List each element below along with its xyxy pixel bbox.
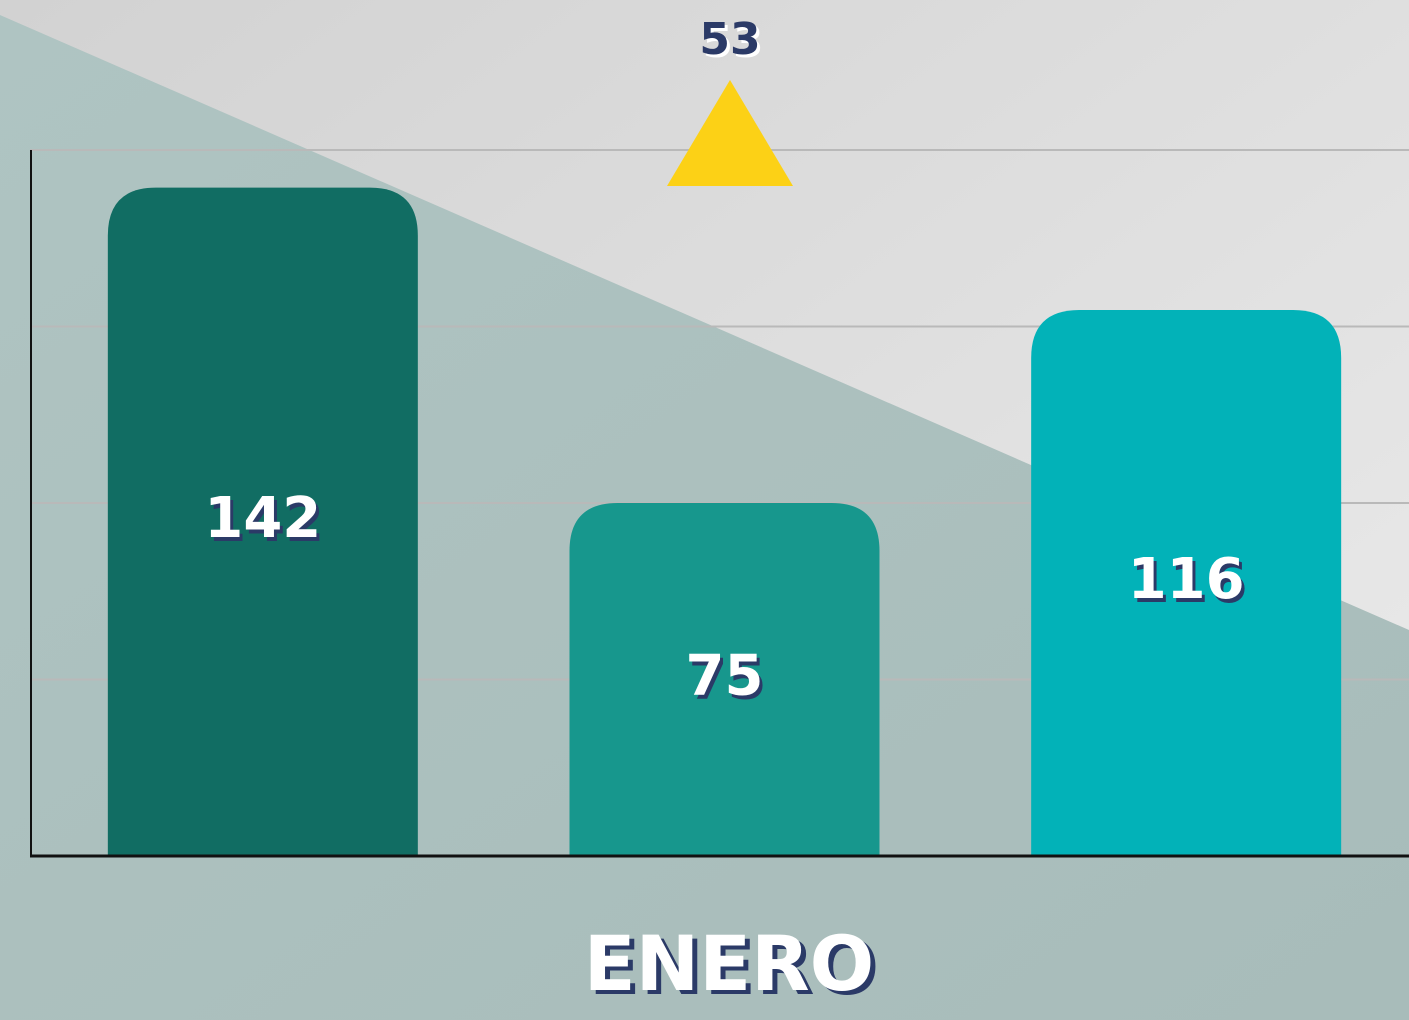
annotation-shadow: 53 <box>702 17 763 68</box>
value-label: 116 <box>1128 547 1245 612</box>
value-label: 75 <box>686 644 764 709</box>
bar <box>107 187 418 857</box>
value-label-shadow: 116 <box>1131 551 1248 616</box>
value-label-shadow: 75 <box>689 648 767 713</box>
x-label-shadow: ENERO <box>589 923 880 1012</box>
bar <box>1031 310 1342 856</box>
marker-triangle <box>667 80 793 186</box>
annotation: 53 <box>699 14 760 65</box>
value-label: 142 <box>204 486 321 551</box>
x-axis-label: ENERO <box>584 919 875 1008</box>
value-label-shadow: 142 <box>207 490 324 555</box>
bar <box>569 503 880 856</box>
